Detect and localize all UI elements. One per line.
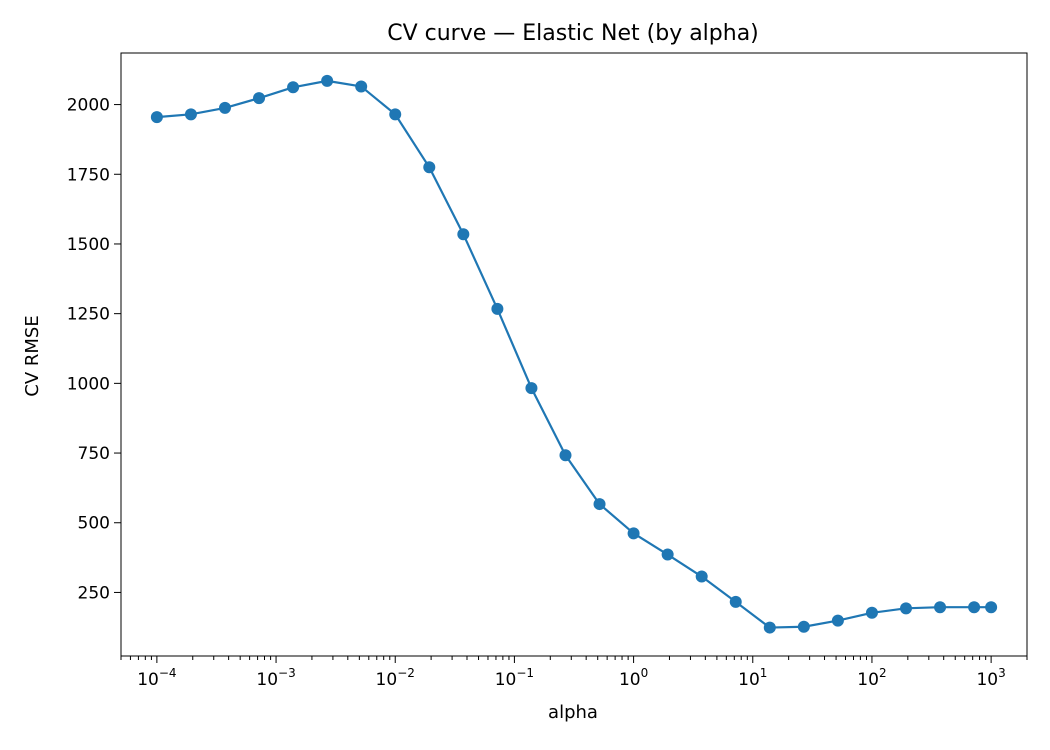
data-point <box>321 74 334 87</box>
x-tick-label: 10−2 <box>376 666 415 690</box>
y-tick-label: 500 <box>78 514 110 534</box>
data-point <box>355 80 368 93</box>
y-tick-label: 250 <box>78 583 110 603</box>
data-point <box>218 101 231 114</box>
data-point <box>934 601 947 614</box>
data-point <box>593 498 606 511</box>
data-point <box>729 595 742 608</box>
data-point <box>457 228 470 241</box>
x-axis-label: alpha <box>548 702 598 723</box>
data-point <box>968 601 981 614</box>
y-tick-label: 1250 <box>67 305 110 325</box>
data-point <box>797 620 810 633</box>
y-tick-label: 2000 <box>67 96 110 116</box>
chart-title: CV curve — Elastic Net (by alpha) <box>387 21 759 46</box>
data-point <box>491 302 504 315</box>
data-point <box>695 570 708 583</box>
y-tick-label: 1750 <box>67 165 110 185</box>
data-point <box>150 111 163 124</box>
axis-ticks: 10−4 10−3 10−2 10−1 100 101 102 103 250 500 750 100… <box>67 96 1028 690</box>
plot-frame <box>120 52 1028 657</box>
y-tick-label: 1500 <box>67 235 110 255</box>
plot-area <box>150 74 998 634</box>
x-tick-label: 103 <box>976 666 1005 690</box>
y-tick-label: 750 <box>78 444 110 464</box>
data-point <box>831 614 844 627</box>
data-point <box>627 527 640 540</box>
data-point <box>865 606 878 619</box>
x-tick-label: 10−4 <box>137 666 176 690</box>
data-point <box>763 621 776 634</box>
data-point <box>423 161 436 174</box>
x-tick-label: 101 <box>738 666 767 690</box>
data-point <box>661 548 674 561</box>
x-tick-label: 100 <box>619 666 648 690</box>
data-point <box>389 108 402 121</box>
y-axis-label: CV RMSE <box>22 315 43 396</box>
data-point <box>559 449 572 462</box>
data-point <box>253 92 266 105</box>
data-point <box>287 81 300 94</box>
x-tick-label: 10−3 <box>256 666 295 690</box>
data-point <box>184 108 197 121</box>
x-tick-label: 10−1 <box>495 666 534 690</box>
y-tick-label: 1000 <box>67 374 110 394</box>
x-tick-label: 102 <box>857 666 886 690</box>
data-point <box>985 601 998 614</box>
data-point <box>525 382 538 395</box>
data-point <box>899 602 912 615</box>
